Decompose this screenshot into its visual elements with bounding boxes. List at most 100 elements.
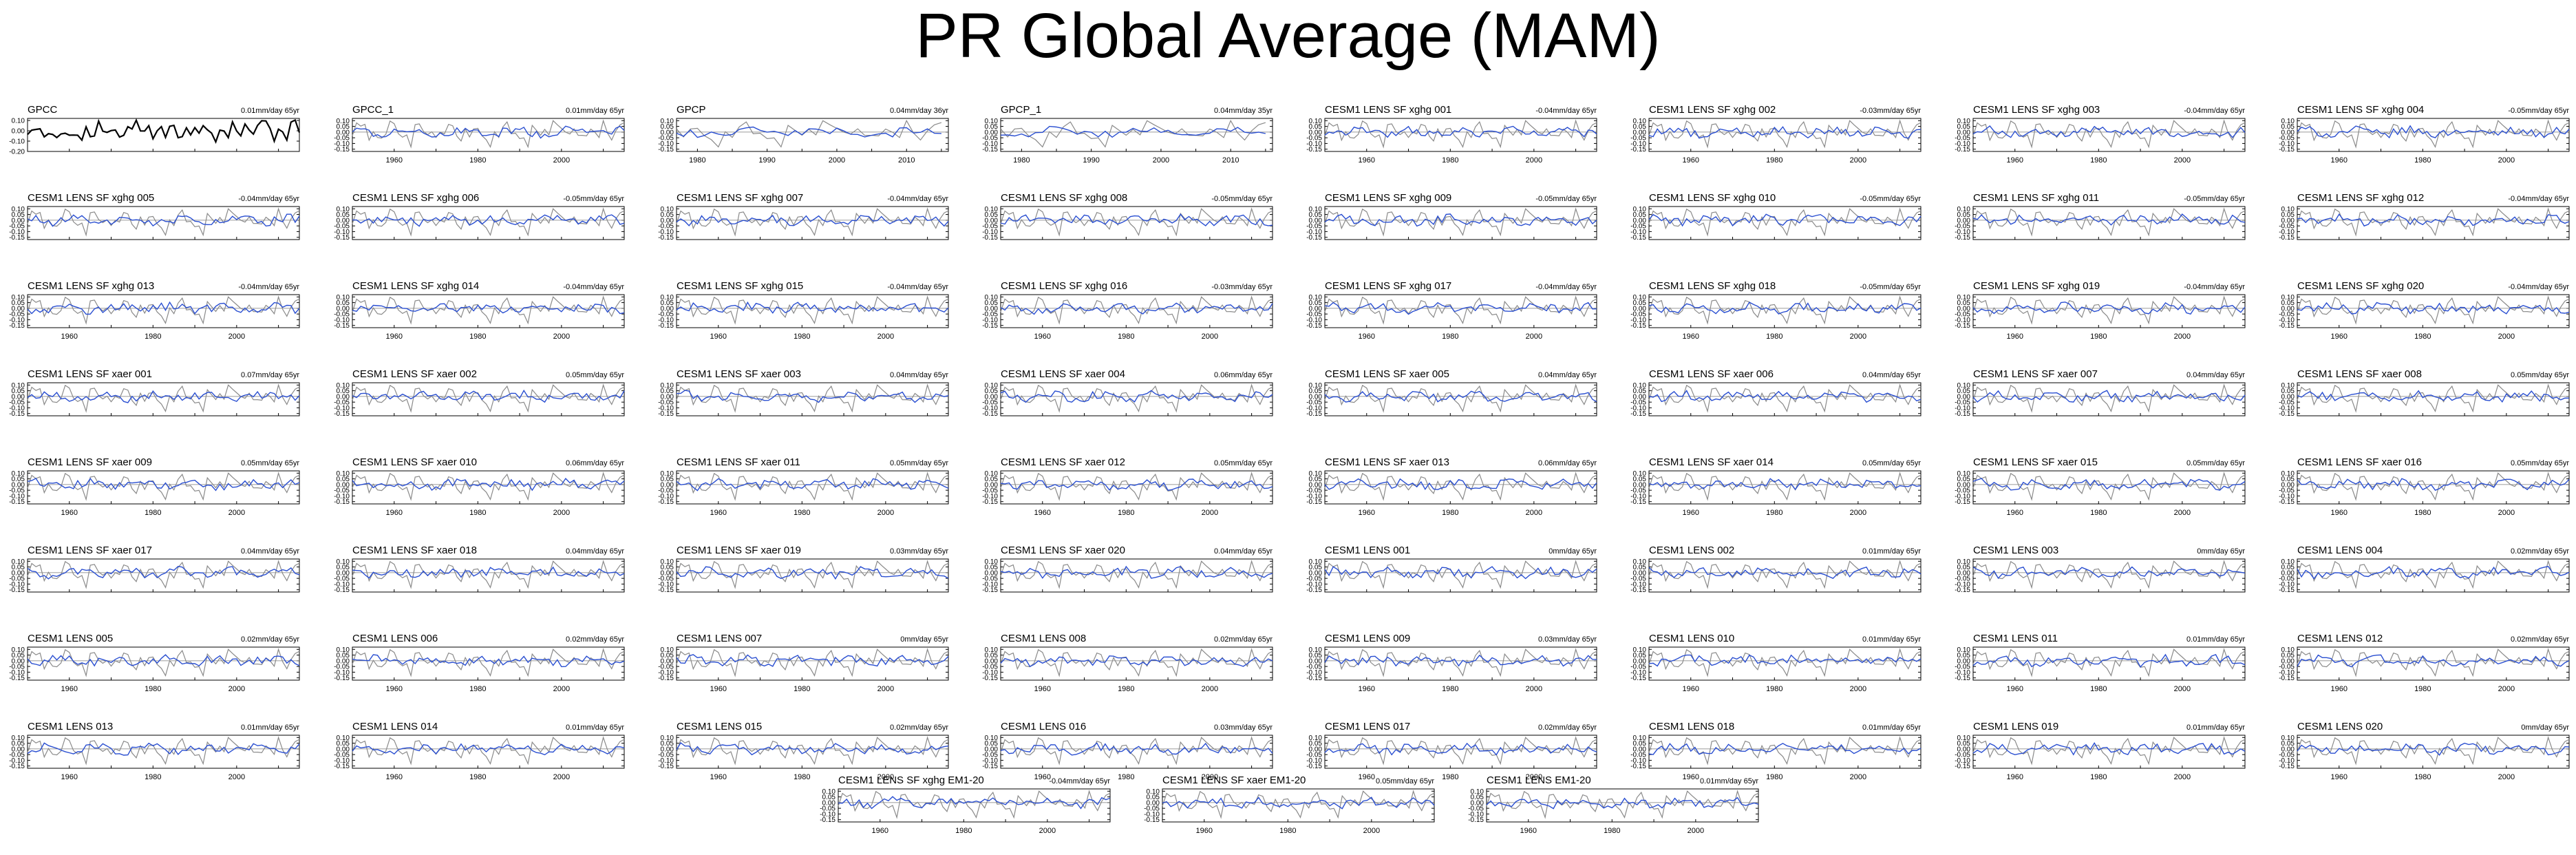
y-tick-label: -0.15	[334, 234, 350, 242]
series-line	[1324, 390, 1597, 403]
x-tick-label: 1960	[1034, 685, 1051, 693]
reference-series-line	[1972, 207, 2246, 237]
reference-series-line	[27, 560, 300, 589]
y-tick-label: 0.05	[1957, 388, 1971, 395]
x-tick-label: 2000	[1850, 773, 1866, 781]
y-tick-label: 0.10	[1957, 646, 1971, 654]
y-tick-label: -0.05	[658, 576, 674, 583]
x-tick-label: 2000	[553, 685, 570, 693]
y-tick-label: -0.10	[334, 669, 350, 677]
y-tick-label: -0.15	[334, 763, 350, 770]
reference-series-line	[676, 648, 949, 677]
x-tick-label: 2000	[2498, 332, 2515, 341]
panel-title: CESM1 LENS SF xghg 016	[1001, 280, 1127, 292]
x-tick-label: 1980	[145, 773, 161, 781]
panel-title: CESM1 LENS SF xaer 015	[1973, 456, 2098, 468]
panel-trend: 0.04mm/day 65yr	[890, 371, 948, 379]
y-tick-label: -0.10	[658, 229, 674, 236]
x-tick-label: 1980	[1118, 685, 1134, 693]
y-tick-label: -0.10	[1955, 581, 1970, 589]
y-tick-label: -0.15	[9, 675, 25, 682]
panel-title: CESM1 LENS 001	[1325, 545, 1410, 556]
panel-title: CESM1 LENS 020	[2297, 721, 2383, 732]
y-tick-label: 0.10	[2281, 118, 2295, 125]
y-tick-label: 0.10	[661, 646, 674, 654]
x-tick-label: 2000	[2174, 509, 2191, 517]
y-tick-label: -0.10	[1955, 757, 1970, 765]
panel-trend: 0.05mm/day 65yr	[1862, 459, 1921, 467]
y-tick-label: 0.05	[1471, 794, 1484, 801]
y-tick-label: 0.05	[337, 740, 350, 748]
x-tick-label: 1960	[1683, 685, 1699, 693]
panel-trend: -0.05mm/day 65yr	[2184, 195, 2245, 203]
panel: GPCP_1 0.04mm/day 35yr0.100.050.00-0.05-0…	[982, 104, 1273, 165]
y-tick-label: 0.10	[1957, 558, 1971, 566]
series-line	[27, 654, 300, 667]
panel-title: CESM1 LENS SF xghg 004	[2297, 104, 2424, 116]
panel-trend: 0.03mm/day 65yr	[1538, 635, 1597, 644]
y-tick-label: -0.15	[1955, 763, 1970, 770]
series-line	[2297, 742, 2570, 757]
x-tick-label: 1980	[469, 773, 486, 781]
panel-trend: 0.01mm/day 65yr	[1862, 635, 1921, 644]
x-tick-label: 1980	[689, 156, 705, 165]
series-line	[352, 389, 625, 403]
y-tick-label: -0.05	[1955, 752, 1970, 759]
y-tick-label: -0.05	[1955, 487, 1970, 495]
x-tick-label: 1960	[61, 509, 78, 517]
y-tick-label: 0.00	[1309, 746, 1323, 753]
panel-title: CESM1 LENS SF xghg 012	[2297, 192, 2424, 204]
panel-trend: 0.02mm/day 65yr	[2511, 635, 2569, 644]
y-tick-label: -0.10	[1630, 229, 1646, 236]
series-line	[2297, 125, 2570, 139]
y-tick-label: -0.10	[2279, 405, 2295, 412]
series-line	[676, 566, 949, 580]
reference-series-line	[1000, 648, 1273, 677]
panel-trend: -0.05mm/day 65yr	[1860, 195, 1921, 203]
y-tick-label: -0.05	[334, 752, 350, 759]
panel-trend: 0mm/day 65yr	[1548, 547, 1597, 556]
series-line	[1648, 390, 1922, 403]
panel: CESM1 LENS EM1-20 0.01mm/day 65yr 0.100.05…	[1468, 774, 1759, 835]
y-tick-label: -0.05	[9, 487, 25, 495]
y-tick-label: 0.00	[337, 657, 350, 665]
y-tick-label: -0.10	[982, 405, 998, 412]
panel: CESM1 LENS SF xghg 009 -0.05mm/day 65yr 0.…	[1306, 192, 1597, 242]
y-tick-label: -0.05	[1955, 576, 1970, 583]
y-tick-label: -0.05	[1955, 664, 1970, 671]
y-tick-label: -0.10	[334, 757, 350, 765]
y-tick-label: -0.10	[982, 140, 998, 148]
y-tick-label: 0.00	[337, 217, 350, 224]
y-tick-label: 0.00	[12, 217, 25, 224]
x-tick-label: 1960	[2331, 685, 2348, 693]
reference-series-line	[352, 119, 625, 149]
y-tick-label: -0.15	[658, 763, 674, 770]
panel-title: CESM1 LENS SF xghg 011	[1973, 192, 2099, 204]
x-tick-label: 2000	[2498, 156, 2515, 165]
y-tick-label: 0.00	[1633, 569, 1647, 577]
y-tick-label: 0.05	[661, 299, 674, 307]
y-tick-label: -0.10	[9, 229, 25, 236]
x-tick-label: 1980	[1442, 509, 1458, 517]
y-tick-label: 0.10	[2281, 294, 2295, 302]
y-tick-label: 0.05	[337, 564, 350, 571]
panel-trend: -0.04mm/day 65yr	[1049, 777, 1110, 785]
panel: CESM1 LENS SF xghg 005 -0.04mm/day 65yr 0.…	[9, 192, 300, 242]
series-line	[676, 126, 941, 138]
y-tick-label: -0.10	[982, 669, 998, 677]
y-tick-label: -0.05	[1306, 135, 1322, 142]
reference-series-line	[27, 736, 300, 766]
x-tick-label: 2000	[1850, 156, 1866, 165]
x-tick-label: 1960	[1683, 156, 1699, 165]
y-tick-label: -0.10	[658, 493, 674, 500]
y-tick-label: 0.00	[1957, 481, 1971, 489]
x-tick-label: 1980	[1118, 773, 1134, 781]
x-tick-label: 2010	[1222, 156, 1239, 165]
y-tick-label: 0.05	[1309, 123, 1323, 131]
y-tick-label: 0.10	[337, 735, 350, 742]
y-tick-label: -0.10	[658, 757, 674, 765]
y-tick-label: -0.10	[1468, 811, 1484, 819]
panel-title: CESM1 LENS 019	[1973, 721, 2058, 732]
y-tick-label: 0.05	[1309, 564, 1323, 571]
y-tick-label: 0.00	[985, 305, 999, 313]
